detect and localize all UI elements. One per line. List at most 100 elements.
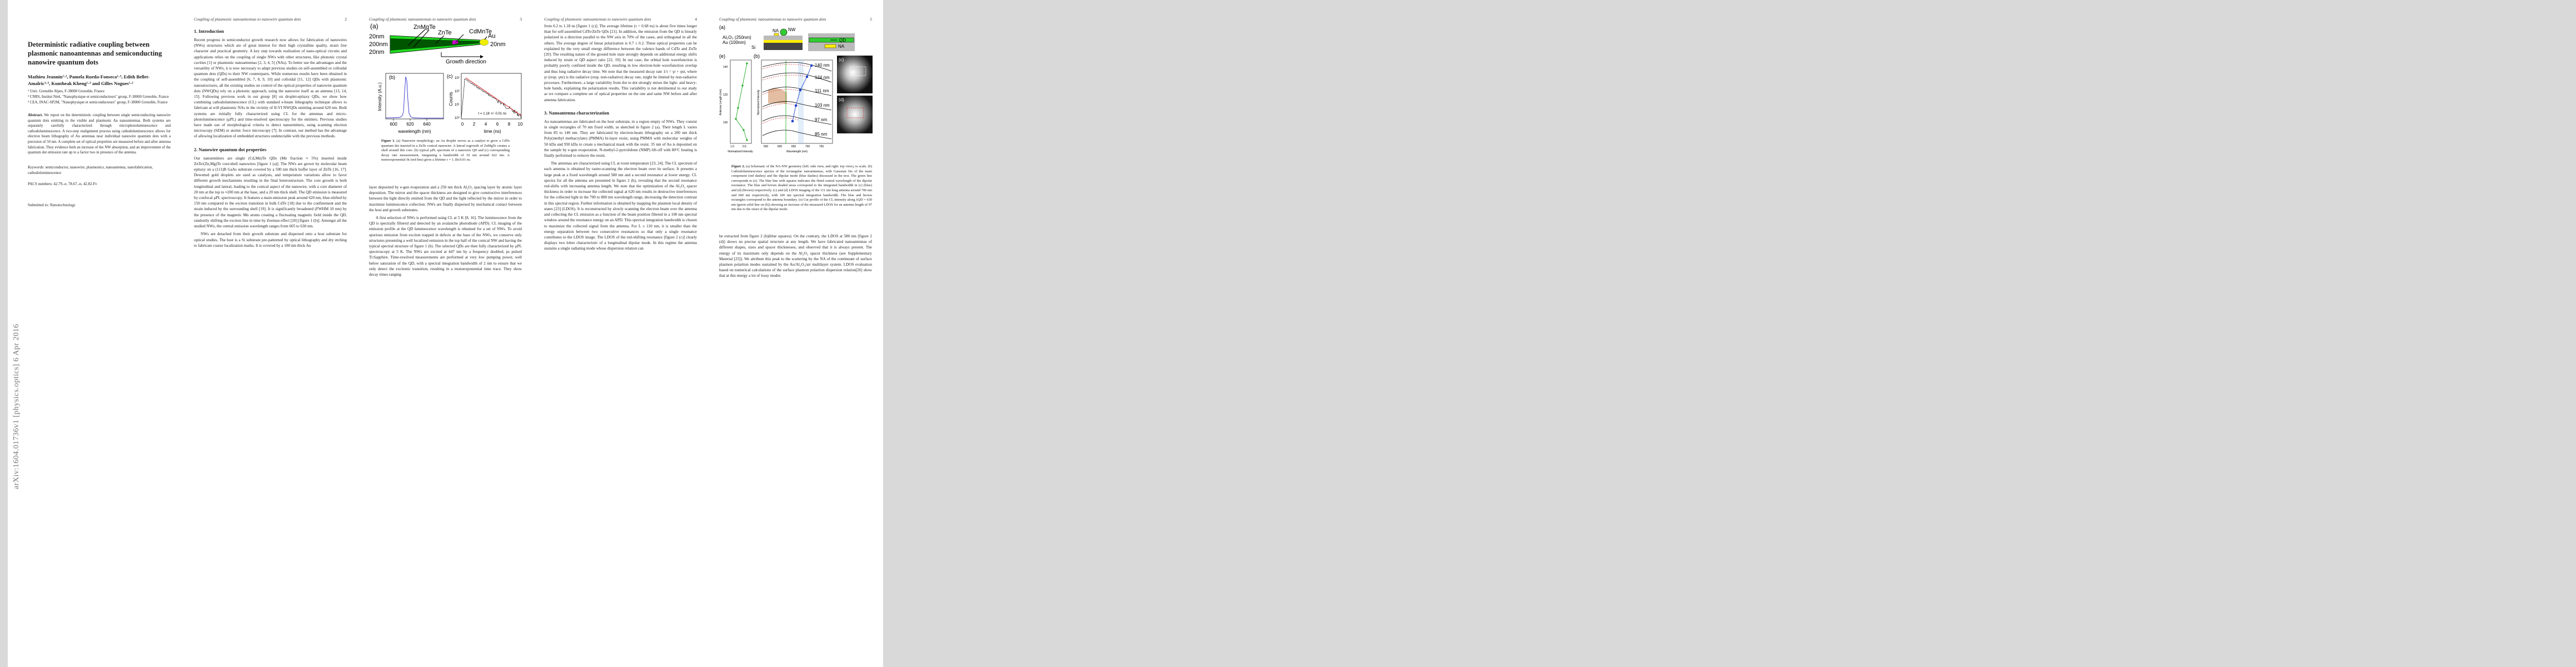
label-20nm-bottom: 20nm [369,49,385,56]
label-al2o3: Al₂O₃ (250nm) [723,35,751,40]
plot-frame [730,59,752,144]
profile-point [735,118,737,120]
figure-2d-ldos-map: (d) [837,96,873,133]
figure-1a-nanowire-schematic: (a) ZnMgTe ZnTe CdMnTe Au 20nm 200nm 20n… [369,22,506,65]
antenna-boundary [850,66,866,76]
label-na: NA [773,28,779,33]
paragraph: A first selection of NWs is performed us… [369,216,522,277]
profile-point [741,84,744,87]
spectrum-85nm [762,130,832,140]
paragraph: NWs are detached from their growth subst… [194,232,347,248]
x-tick-label: 620 [406,122,414,127]
paragraph: Our nanoemitters are single (Cd,Mn)Te QD… [194,156,347,229]
paragraph: be extracted from figure 2 (b)(blue squa… [719,234,872,278]
figure-2a-geometry-schematic: (a) NA NW Al₂O₃ (250nm) Au (100nm) Si QD… [719,24,855,51]
y-tick-label: 10³ [455,77,460,80]
x-tick-label: 1.0 [730,145,734,148]
curve-label: 103 nm [815,103,830,108]
figure-1b-spectrum: (b) 600 620 640 wavelength (nm) Intensit… [377,73,444,134]
x-tick-label: 750 [819,145,824,148]
resonance-marker [791,120,794,122]
spectrum-103nm [762,101,832,111]
page-2: Coupling of plasmonic nanoantennas to na… [183,0,358,667]
x-tick-label: 0.6 [743,145,746,148]
x-axis-label: wavelength (nm) [397,129,431,134]
keywords-label: Keywords [28,165,43,170]
y-tick-label: 100 [723,121,728,125]
pointer-line [407,28,426,46]
x-tick-label: 6 [496,122,499,127]
affiliation-1: ¹ Univ. Grenoble Alpes, F-38000 Grenoble… [28,89,105,93]
x-axis-label: Normalized Intensity [728,150,753,153]
blue-shaded-band [798,60,804,143]
running-head-text: Coupling of plasmonic nanoantennas to na… [544,17,651,22]
y-tick-label: 10¹ [455,103,460,107]
curve-label: 124 nm [815,75,830,80]
y-axis-label: Intensity (A.u.) [377,82,382,111]
running-head: Coupling of plasmonic nanoantennas to na… [369,17,522,22]
y-tick-label: 10² [455,90,460,93]
profile-point [746,62,748,64]
panel-label: (b) [389,74,395,80]
x-tick-label: 600 [390,122,397,127]
plot-frame [761,59,833,144]
section-heading: 1. Introduction [194,29,224,34]
running-head: Coupling of plasmonic nanoantennas to na… [719,17,872,22]
paragraph: Recent progress in semiconductor growth … [194,38,347,139]
figure-2-caption: Figure 2. (a) Schematic of the NA-NW geo… [731,165,872,212]
curve-label: 140 nm [815,63,830,68]
caption-label: Figure 2. [731,165,745,168]
pointer-line [435,35,445,44]
y-axis-label: Antenna Length (nm) [719,89,723,115]
figure-1c-decay: (c) τ = 1.18 +/- 0.01 ns 10³ 10² 10¹ 10⁰… [447,73,523,134]
label-20nm-right: 20nm [490,41,506,48]
curve-label: 111 nm [815,88,829,93]
panel-label: (a) [370,22,378,30]
y-tick-label: 140 [723,66,728,69]
x-tick-label: 550 [764,145,769,148]
submitted-label: Submitted to: [28,202,49,207]
section-heading: 3. Nanoantenna characterization [544,110,610,116]
top-view-nanoantenna [824,44,836,48]
side-si-substrate [764,43,803,50]
profile-point [737,107,739,109]
page-number: 3 [520,17,522,22]
x-tick-label: 650 [791,145,796,148]
ldos-image [837,96,873,133]
keywords: Keywords: semiconductor, nanowire, plasm… [28,165,171,176]
y-axis-label: Normalized Intensity [757,89,760,115]
panel-label: (c) [839,57,844,62]
pointer-line [455,34,464,43]
ldos-image [837,56,873,93]
resonance-marker [799,89,801,91]
page-5: Coupling of plasmonic nanoantennas to na… [708,0,883,667]
panel-label: (b) [754,53,760,59]
growth-arrow-head [480,55,484,58]
x-tick-label: 700 [805,145,810,148]
submission-info: Submitted to: Nanotechnology [28,202,171,208]
side-nanowire [780,28,788,36]
x-tick-label: 2 [473,122,476,127]
paragraph: Au nanoantennas are fabricated on the ho… [544,119,697,158]
curve-label: 85 nm [815,132,828,137]
y-tick-label: 120 [723,93,728,97]
x-tick-label: 8 [508,122,511,127]
label-si: Si [751,45,755,50]
label-cdmnte: CdMnTe [469,28,492,35]
pointer-line [484,36,487,40]
affiliation-3: ³ CEA, INAC-SP2M, "Nanophysique et semic… [28,101,168,104]
arxiv-identifier[interactable]: arXiv:1604.01736v1 [physics.optics] 6 Ap… [12,323,21,489]
plot-frame [461,73,522,120]
paragraph: The antennas are characterized using CL … [544,161,697,251]
x-tick-label: 0 [461,122,464,127]
figure-2e-profile: (e) 140 120 100 1.0 0.6 Normalized Inten… [719,53,753,153]
label-200nm: 200nm [369,41,388,48]
x-tick-label: 10 [518,122,523,127]
curve-label: 97 nm [815,117,828,122]
running-head: Coupling of plasmonic nanoantennas to na… [544,17,697,22]
side-nanoantenna [774,33,779,36]
x-axis-label: Wavelength (nm) [786,150,808,153]
panel-label: (e) [719,53,725,59]
running-head-text: Coupling of plasmonic nanoantennas to na… [719,17,826,22]
section-heading: 2. Nanowire quantum dot properties [194,147,267,152]
